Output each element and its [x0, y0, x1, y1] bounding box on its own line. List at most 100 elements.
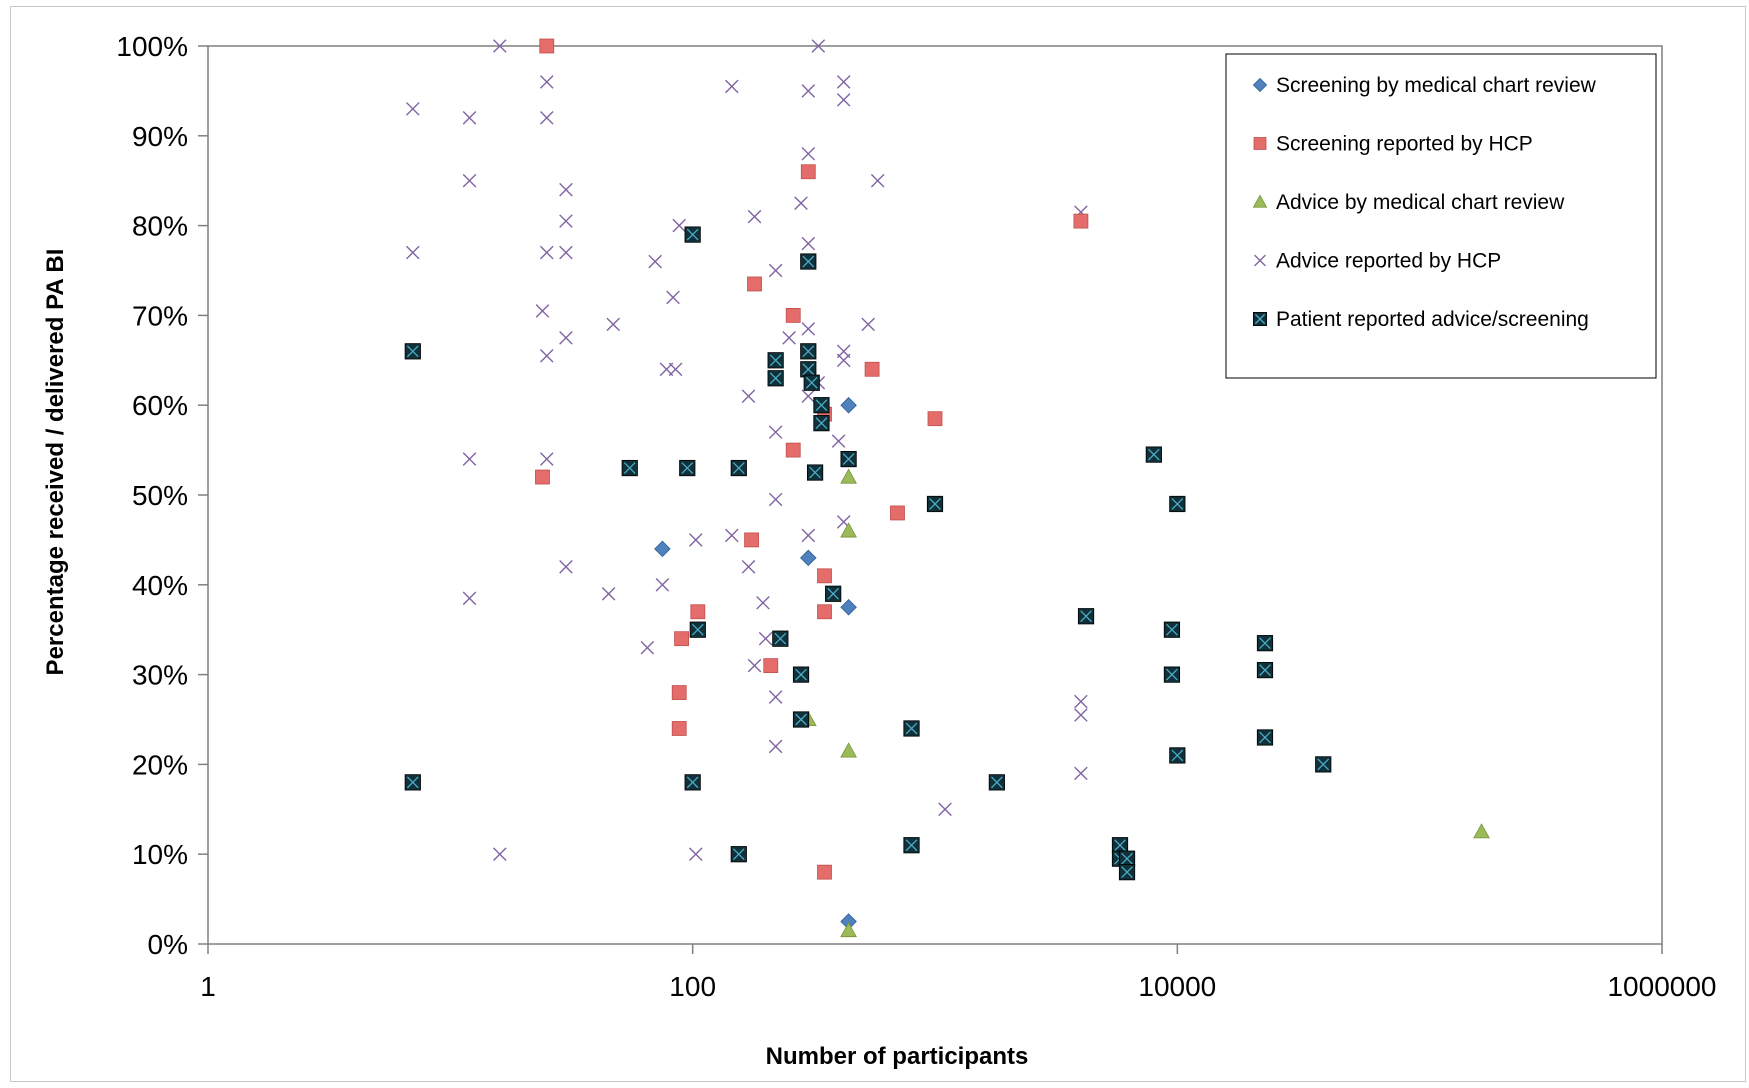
data-point: [1163, 666, 1181, 683]
data-point: [768, 492, 783, 507]
legend-marker: [1252, 194, 1268, 208]
series-4: [404, 226, 1332, 881]
data-point: [811, 39, 826, 53]
data-point: [462, 173, 477, 188]
data-point: [801, 236, 816, 251]
data-point: [1118, 864, 1136, 881]
data-point: [836, 353, 851, 368]
data-point: [767, 352, 784, 369]
y-tick-label: 50%: [132, 480, 188, 511]
data-point: [404, 343, 421, 360]
data-point: [535, 304, 550, 318]
data-point: [606, 317, 621, 332]
data-point: [861, 317, 875, 332]
data-point: [801, 389, 816, 404]
series-0: [654, 396, 857, 930]
data-point: [655, 578, 670, 592]
data-point: [756, 595, 770, 610]
data-point: [817, 604, 832, 620]
data-point: [654, 540, 671, 558]
y-tick-label: 30%: [132, 660, 188, 691]
data-point: [800, 343, 817, 360]
data-point: [684, 226, 701, 243]
data-point: [825, 585, 842, 602]
legend-marker: [1252, 77, 1268, 93]
data-point: [813, 397, 830, 414]
data-point: [730, 459, 747, 477]
data-point: [840, 922, 857, 938]
data-point: [767, 370, 784, 387]
legend-label: Screening by medical chart review: [1276, 74, 1597, 97]
data-point: [674, 631, 689, 647]
data-point: [800, 164, 816, 180]
data-point: [539, 38, 555, 54]
data-point: [730, 846, 747, 863]
data-point: [493, 847, 507, 861]
legend-label: Screening reported by HCP: [1276, 133, 1533, 156]
data-point: [758, 631, 773, 646]
data-point: [806, 464, 824, 481]
data-point: [1315, 756, 1332, 773]
y-tick-label: 10%: [132, 839, 188, 870]
data-point: [724, 79, 739, 94]
data-point: [493, 39, 507, 53]
data-point: [800, 549, 817, 567]
x-axis: 1 100 10000 1000000: [200, 944, 1717, 1002]
data-point: [559, 245, 573, 260]
data-point: [1077, 608, 1095, 625]
legend-marker: [1254, 254, 1266, 267]
data-point: [1169, 495, 1186, 513]
data-points: [404, 38, 1490, 938]
data-point: [689, 621, 706, 638]
x-tick-label: 10000: [1138, 971, 1216, 1002]
data-point: [792, 666, 810, 683]
data-point: [817, 568, 832, 584]
data-point: [539, 349, 554, 363]
data-point: [1256, 662, 1274, 679]
data-point: [648, 254, 662, 269]
y-tick-label: 20%: [132, 749, 188, 780]
data-point: [679, 459, 696, 477]
y-tick-label: 40%: [132, 570, 188, 601]
data-point: [539, 111, 554, 125]
data-point: [724, 528, 739, 543]
data-point: [768, 425, 783, 439]
legend-marker: [1253, 311, 1268, 326]
data-point: [671, 685, 687, 700]
data-point: [817, 864, 832, 880]
x-tick-label: 1: [200, 971, 216, 1002]
data-point: [1073, 213, 1089, 229]
data-point: [747, 209, 762, 224]
data-point: [763, 658, 779, 674]
y-tick-label: 90%: [132, 121, 188, 152]
data-point: [744, 532, 759, 548]
data-point: [1256, 729, 1274, 746]
data-point: [840, 468, 857, 484]
y-tick-label: 100%: [116, 31, 188, 62]
data-point: [539, 452, 554, 466]
data-point: [559, 560, 573, 574]
data-point: [1145, 446, 1162, 463]
y-tick-label: 60%: [132, 390, 188, 421]
y-tick-label: 80%: [132, 211, 188, 242]
data-point: [836, 93, 851, 107]
data-point: [559, 214, 573, 228]
data-point: [747, 276, 762, 292]
data-point: [462, 111, 477, 125]
data-point: [672, 218, 687, 233]
data-point: [768, 263, 783, 278]
y-axis: 0% 10% 20% 30% 40% 50% 60% 70% 80% 90% 100%: [116, 31, 208, 960]
data-point: [559, 182, 573, 197]
x-tick-label: 100: [669, 971, 716, 1002]
data-point: [794, 196, 808, 210]
x-axis-title: Number of participants: [766, 1043, 1029, 1070]
data-point: [668, 362, 683, 377]
y-axis-title: Percentage received / delivered PA BI: [42, 249, 69, 676]
series-1: [535, 38, 1089, 880]
data-point: [801, 84, 816, 98]
data-point: [792, 711, 810, 728]
data-point: [1074, 694, 1088, 709]
data-point: [782, 331, 796, 345]
data-point: [938, 802, 952, 817]
